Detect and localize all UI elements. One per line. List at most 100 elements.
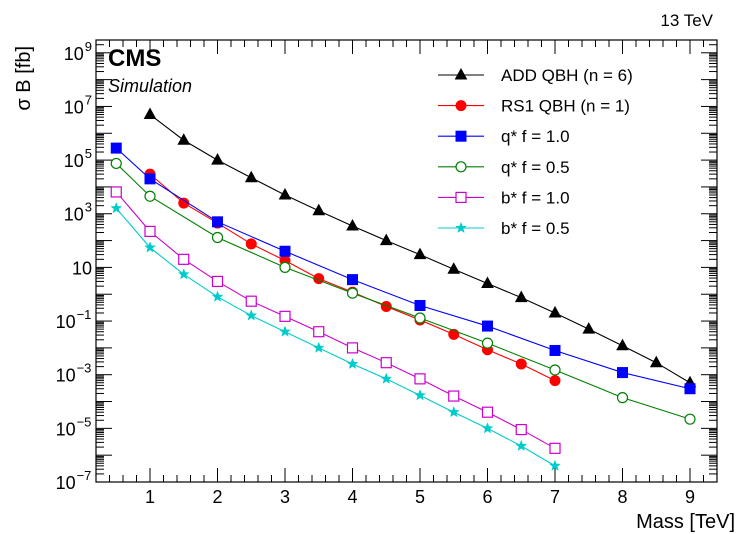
data-point xyxy=(313,326,325,338)
data-point xyxy=(211,231,224,244)
x-tick-labels: 1 2 3 4 5 6 7 8 9 xyxy=(145,487,695,507)
data-point xyxy=(616,392,629,404)
y-tick-label: 10 xyxy=(64,97,84,117)
data-point xyxy=(211,290,224,302)
x-tick-label: 2 xyxy=(212,487,222,507)
data-point xyxy=(684,383,696,395)
data-point xyxy=(346,218,359,231)
data-point xyxy=(616,338,629,351)
data-point xyxy=(110,202,123,214)
series-line xyxy=(115,207,556,467)
legend-marker xyxy=(455,130,467,142)
y-tick-label: 10 xyxy=(56,473,76,493)
data-point xyxy=(549,375,561,387)
data-point xyxy=(177,133,191,145)
x-tick-label: 8 xyxy=(617,487,627,507)
data-point xyxy=(144,241,156,253)
data-point xyxy=(346,357,359,370)
x-tick-label: 6 xyxy=(482,487,492,507)
data-point xyxy=(481,422,494,434)
data-point xyxy=(380,300,392,312)
data-point xyxy=(245,238,257,250)
energy-label: 13 TeV xyxy=(660,11,713,30)
legend: ADD QBH (n = 6) RS1 QBH (n = 1) q* f = 1.0… xyxy=(438,66,633,238)
data-point xyxy=(481,276,494,289)
y-tick-exponent: 3 xyxy=(85,200,92,215)
series-line xyxy=(115,147,691,390)
legend-entry: q* f = 0.5 xyxy=(438,158,570,177)
legend-entry: q* f = 1.0 xyxy=(438,127,570,146)
legend-marker xyxy=(455,161,467,173)
data-point xyxy=(245,295,257,307)
x-tick-label: 1 xyxy=(145,487,155,507)
data-point xyxy=(447,262,461,274)
data-point xyxy=(379,233,393,246)
data-point xyxy=(549,364,561,376)
y-tick-label: 10 xyxy=(64,44,84,64)
legend-label: b* f = 0.5 xyxy=(501,219,570,238)
data-point xyxy=(279,261,291,273)
series-group xyxy=(110,107,697,471)
legend-label: q* f = 0.5 xyxy=(501,158,570,177)
data-point xyxy=(312,341,325,353)
x-tick-label: 7 xyxy=(550,487,560,507)
data-point xyxy=(178,253,190,265)
y-tick-label: 10 xyxy=(72,258,92,278)
data-point xyxy=(380,372,393,384)
legend-marker xyxy=(454,67,468,80)
data-point xyxy=(549,459,561,471)
data-point xyxy=(582,322,596,334)
data-point xyxy=(110,186,122,198)
data-point xyxy=(548,305,562,318)
data-point xyxy=(144,190,156,202)
x-tick-label: 3 xyxy=(280,487,290,507)
data-point xyxy=(279,310,291,322)
data-point xyxy=(212,216,223,228)
data-point xyxy=(549,442,561,454)
data-point xyxy=(279,325,291,337)
data-point xyxy=(482,320,493,332)
experiment-label: CMS xyxy=(108,45,161,72)
data-point xyxy=(414,389,426,401)
legend-marker xyxy=(455,191,467,203)
data-point xyxy=(447,405,460,418)
legend-marker xyxy=(455,100,467,112)
data-point xyxy=(144,225,156,237)
data-point xyxy=(144,173,156,185)
y-tick-exponent: −1 xyxy=(77,307,92,322)
data-point xyxy=(481,406,494,418)
legend-label: RS1 QBH (n = 1) xyxy=(501,97,630,116)
y-tick-exponent: −3 xyxy=(77,361,92,376)
x-axis-title: Mass [TeV] xyxy=(636,511,735,533)
data-point xyxy=(346,342,359,354)
y-tick-exponent: −5 xyxy=(77,414,92,429)
legend-label: q* f = 1.0 xyxy=(501,127,570,146)
y-tick-exponent: 9 xyxy=(85,39,92,54)
legend-entry: b* f = 0.5 xyxy=(438,219,570,238)
y-tick-exponent: −7 xyxy=(77,468,92,483)
data-point xyxy=(347,274,358,286)
data-point xyxy=(481,337,494,349)
data-point xyxy=(413,247,427,260)
data-point xyxy=(177,268,190,280)
data-point xyxy=(515,439,528,452)
data-point xyxy=(346,287,359,299)
y-tick-exponent: 7 xyxy=(85,92,92,107)
legend-marker xyxy=(455,221,467,234)
x-tick-label: 5 xyxy=(415,487,425,507)
status-label: Simulation xyxy=(108,76,192,96)
y-tick-label: 10 xyxy=(56,419,76,439)
legend-label: ADD QBH (n = 6) xyxy=(501,66,633,85)
series-5 xyxy=(110,202,561,471)
data-point xyxy=(312,203,326,216)
data-point xyxy=(617,367,628,379)
y-tick-exponent: 5 xyxy=(85,146,92,161)
data-point xyxy=(649,355,663,368)
data-point xyxy=(414,299,426,311)
series-4 xyxy=(110,186,561,454)
y-axis-title: σ B [fb] xyxy=(13,46,35,111)
series-line xyxy=(115,163,691,420)
series-2 xyxy=(110,142,696,395)
data-point xyxy=(515,423,527,436)
